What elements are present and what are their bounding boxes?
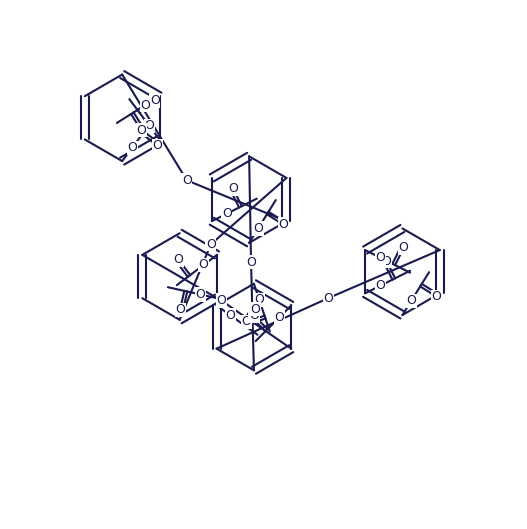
Text: O: O (250, 303, 260, 316)
Text: O: O (174, 253, 183, 266)
Text: O: O (225, 308, 235, 322)
Text: O: O (275, 311, 285, 324)
Text: O: O (375, 251, 385, 264)
Text: O: O (196, 288, 206, 301)
Text: O: O (199, 259, 209, 271)
Text: O: O (375, 279, 385, 293)
Text: O: O (399, 241, 408, 254)
Text: O: O (136, 124, 146, 137)
Text: O: O (406, 294, 416, 307)
Text: O: O (249, 309, 259, 322)
Text: O: O (323, 291, 333, 305)
Text: O: O (255, 293, 264, 306)
Text: O: O (153, 139, 162, 152)
Text: O: O (140, 98, 150, 112)
Text: O: O (128, 141, 137, 154)
Text: O: O (222, 207, 232, 220)
Text: O: O (278, 218, 288, 231)
Text: O: O (182, 174, 192, 187)
Text: O: O (432, 290, 442, 303)
Text: O: O (144, 120, 154, 132)
Text: O: O (382, 254, 392, 268)
Text: O: O (228, 183, 238, 195)
Text: O: O (150, 95, 160, 107)
Text: O: O (253, 222, 263, 235)
Text: O: O (175, 303, 185, 316)
Text: O: O (217, 294, 226, 307)
Text: O: O (206, 238, 216, 251)
Text: O: O (246, 256, 256, 269)
Text: O: O (241, 315, 251, 329)
